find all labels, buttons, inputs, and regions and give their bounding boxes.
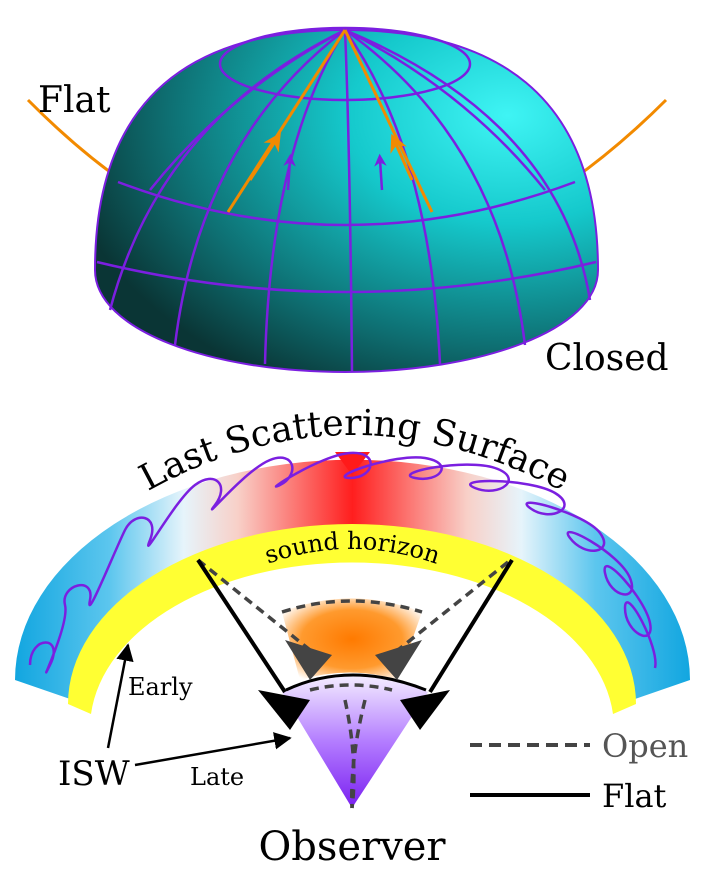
latitude-lines	[96, 26, 597, 294]
longitude-lines	[108, 28, 592, 373]
flat-arrowheads	[258, 690, 450, 730]
observer-label: Observer	[258, 824, 446, 869]
flat-rays	[196, 558, 514, 694]
legend-flat-label: Flat	[602, 777, 667, 815]
closed-label: Closed	[545, 338, 669, 379]
flat-label: Flat	[38, 80, 111, 121]
flat-triangle-rays	[226, 29, 434, 213]
acoustic-oscillation-loops	[28, 451, 657, 674]
bottom-panel: Last Scattering Surface sound horizon Ea…	[15, 403, 690, 869]
late-label: Late	[190, 763, 244, 791]
top-panel: Flat Closed	[26, 26, 669, 379]
legend-open-label: Open	[602, 727, 688, 765]
isw-arrows	[106, 643, 292, 767]
open-rays	[196, 558, 510, 809]
legend: Open Flat	[470, 727, 688, 815]
cone-arc	[285, 673, 427, 692]
isw-label: ISW	[58, 754, 130, 794]
hot-spot-marker	[335, 452, 370, 475]
open-arrowheads	[285, 640, 422, 680]
observer-cone	[282, 676, 428, 808]
last-scattering-band	[15, 459, 690, 700]
closed-geodesics	[283, 153, 387, 191]
early-label: Early	[128, 673, 193, 701]
